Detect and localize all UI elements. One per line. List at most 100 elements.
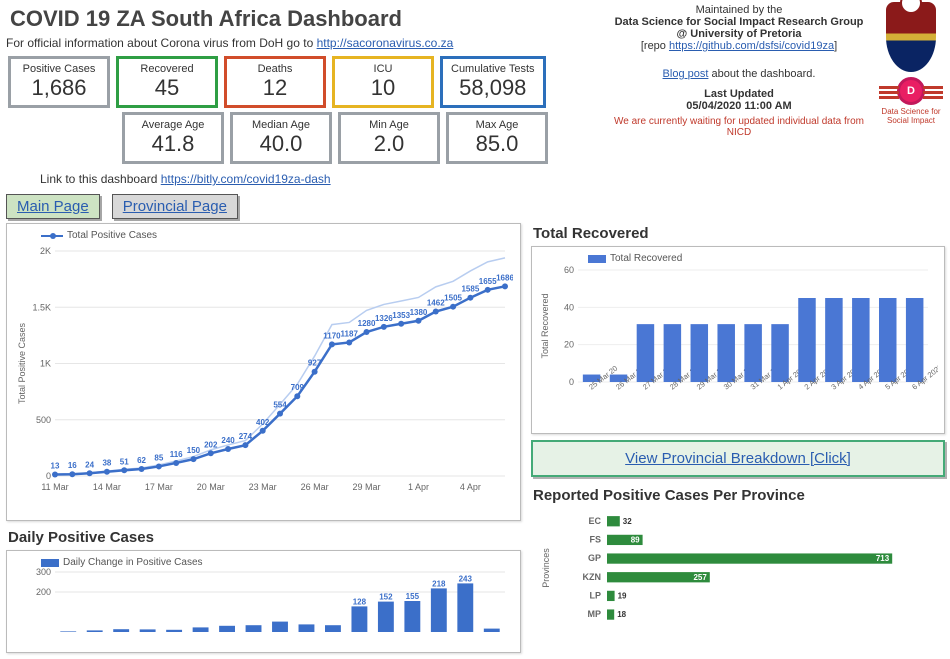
stat-card: Max Age85.0 <box>446 112 548 164</box>
svg-text:19: 19 <box>618 591 627 600</box>
stat-card: Positive Cases1,686 <box>8 56 110 108</box>
svg-text:1.5K: 1.5K <box>32 302 51 312</box>
daily-positive-chart: Daily Change in Positive Cases 200300128… <box>6 550 521 653</box>
svg-text:1585: 1585 <box>461 285 479 294</box>
total-positive-chart: Total Positive Cases 0 500 1K 1.5K 2K 11 Mar 1… <box>6 223 521 521</box>
recovered-title: Total Recovered <box>531 223 945 246</box>
svg-text:16: 16 <box>68 461 77 470</box>
last-updated-value: 05/04/2020 11:00 AM <box>606 100 872 112</box>
blogpost-link[interactable]: Blog post <box>663 68 709 80</box>
svg-text:1 Apr: 1 Apr <box>408 482 429 492</box>
stat-card: Average Age41.8 <box>122 112 224 164</box>
stat-label: Deaths <box>235 63 315 75</box>
stats-row-primary: Positive Cases1,686Recovered45Deaths12IC… <box>0 54 600 110</box>
stat-value: 45 <box>127 75 207 101</box>
svg-text:202: 202 <box>204 440 218 449</box>
svg-text:116: 116 <box>170 450 183 459</box>
stat-card: Min Age2.0 <box>338 112 440 164</box>
stat-value: 58,098 <box>451 75 535 101</box>
svg-text:11 Mar: 11 Mar <box>41 482 68 492</box>
svg-text:24: 24 <box>85 460 94 469</box>
svg-text:4 Apr: 4 Apr <box>460 482 481 492</box>
recovered-legend-label: Total Recovered <box>610 253 682 264</box>
stat-value: 1,686 <box>19 75 99 101</box>
svg-text:274: 274 <box>239 432 253 441</box>
svg-text:Total Recovered: Total Recovered <box>540 293 550 358</box>
svg-text:713: 713 <box>876 554 890 563</box>
line-chart-svg: 05001K1.5K2K11 Mar14 Mar17 Mar20 Mar23 M… <box>13 241 513 511</box>
svg-text:240: 240 <box>221 436 235 445</box>
svg-text:32: 32 <box>623 517 632 526</box>
stat-label: ICU <box>343 63 423 75</box>
repo-line: [repo https://github.com/dsfsi/covid19za… <box>606 40 872 52</box>
line-legend: Total Positive Cases <box>13 230 514 241</box>
svg-text:1170: 1170 <box>323 331 341 340</box>
svg-text:402: 402 <box>256 418 270 427</box>
legend-line-icon <box>41 232 63 240</box>
svg-text:1280: 1280 <box>358 319 376 328</box>
stat-label: Recovered <box>127 63 207 75</box>
legend-swatch-icon <box>588 255 606 263</box>
legend-swatch-icon <box>41 559 59 567</box>
province-chart-svg: EC32FS89GP713KZN257LP19MP18Provinces <box>537 508 937 628</box>
daily-legend-label: Daily Change in Positive Cases <box>63 557 203 568</box>
svg-text:23 Mar: 23 Mar <box>249 482 277 492</box>
svg-text:1K: 1K <box>40 359 51 369</box>
tab-main-page[interactable]: Main Page <box>6 194 100 219</box>
svg-text:13: 13 <box>51 462 60 471</box>
stat-label: Average Age <box>133 119 213 131</box>
maintained-by-1: Maintained by the <box>606 4 872 16</box>
doh-link[interactable]: http://sacoronavirus.co.za <box>317 36 454 50</box>
svg-text:LP: LP <box>589 590 601 600</box>
view-provincial-button[interactable]: View Provincial Breakdown [Click] <box>531 440 945 477</box>
svg-text:Provinces: Provinces <box>541 548 551 588</box>
stat-value: 41.8 <box>133 131 213 157</box>
svg-text:927: 927 <box>308 359 322 368</box>
svg-text:0: 0 <box>569 377 574 387</box>
tab-provincial-page[interactable]: Provincial Page <box>112 194 238 219</box>
stat-card: Recovered45 <box>116 56 218 108</box>
blogpost-line: Blog post about the dashboard. <box>606 68 872 80</box>
svg-text:FS: FS <box>589 534 601 544</box>
svg-text:MP: MP <box>588 609 602 619</box>
svg-text:1462: 1462 <box>427 299 445 308</box>
total-recovered-chart: Total Recovered 0204060Total Recovered25… <box>531 246 945 434</box>
dsfsi-text: Data Science for Social Impact <box>876 108 946 126</box>
svg-text:500: 500 <box>36 415 51 425</box>
svg-text:1686: 1686 <box>496 273 513 282</box>
maintained-by-2: Data Science for Social Impact Research … <box>606 16 872 28</box>
svg-text:62: 62 <box>137 456 146 465</box>
stat-label: Median Age <box>241 119 321 131</box>
svg-text:1187: 1187 <box>341 329 359 338</box>
stat-value: 2.0 <box>349 131 429 157</box>
stat-label: Max Age <box>457 119 537 131</box>
dashboard-link-row: Link to this dashboard https://bitly.com… <box>0 166 600 192</box>
stat-value: 40.0 <box>241 131 321 157</box>
svg-text:150: 150 <box>187 446 201 455</box>
daily-title: Daily Positive Cases <box>6 527 521 550</box>
stat-label: Min Age <box>349 119 429 131</box>
svg-text:1326: 1326 <box>375 314 393 323</box>
svg-text:GP: GP <box>588 553 601 563</box>
repo-link[interactable]: https://github.com/dsfsi/covid19za <box>669 40 834 52</box>
province-title: Reported Positive Cases Per Province <box>531 485 945 508</box>
province-chart: EC32FS89GP713KZN257LP19MP18Provinces <box>531 508 945 631</box>
page-tabs: Main Page Provincial Page <box>0 192 950 223</box>
svg-text:300: 300 <box>36 568 51 577</box>
svg-text:60: 60 <box>564 265 574 275</box>
svg-text:Total Positive Cases: Total Positive Cases <box>17 322 27 404</box>
recovered-legend: Total Recovered <box>538 253 938 264</box>
repo-prefix: [repo <box>641 40 669 52</box>
dashboard-short-link[interactable]: https://bitly.com/covid19za-dash <box>161 172 331 186</box>
subtitle-prefix: For official information about Corona vi… <box>6 36 317 50</box>
meta-panel: Data Science for Social Impact Maintaine… <box>600 0 950 192</box>
stat-value: 85.0 <box>457 131 537 157</box>
svg-text:554: 554 <box>273 401 287 410</box>
svg-text:2K: 2K <box>40 246 51 256</box>
svg-text:1353: 1353 <box>392 311 410 320</box>
svg-text:218: 218 <box>432 579 446 588</box>
svg-text:200: 200 <box>36 587 51 597</box>
svg-text:0: 0 <box>46 471 51 481</box>
daily-legend: Daily Change in Positive Cases <box>13 557 514 568</box>
stat-label: Positive Cases <box>19 63 99 75</box>
